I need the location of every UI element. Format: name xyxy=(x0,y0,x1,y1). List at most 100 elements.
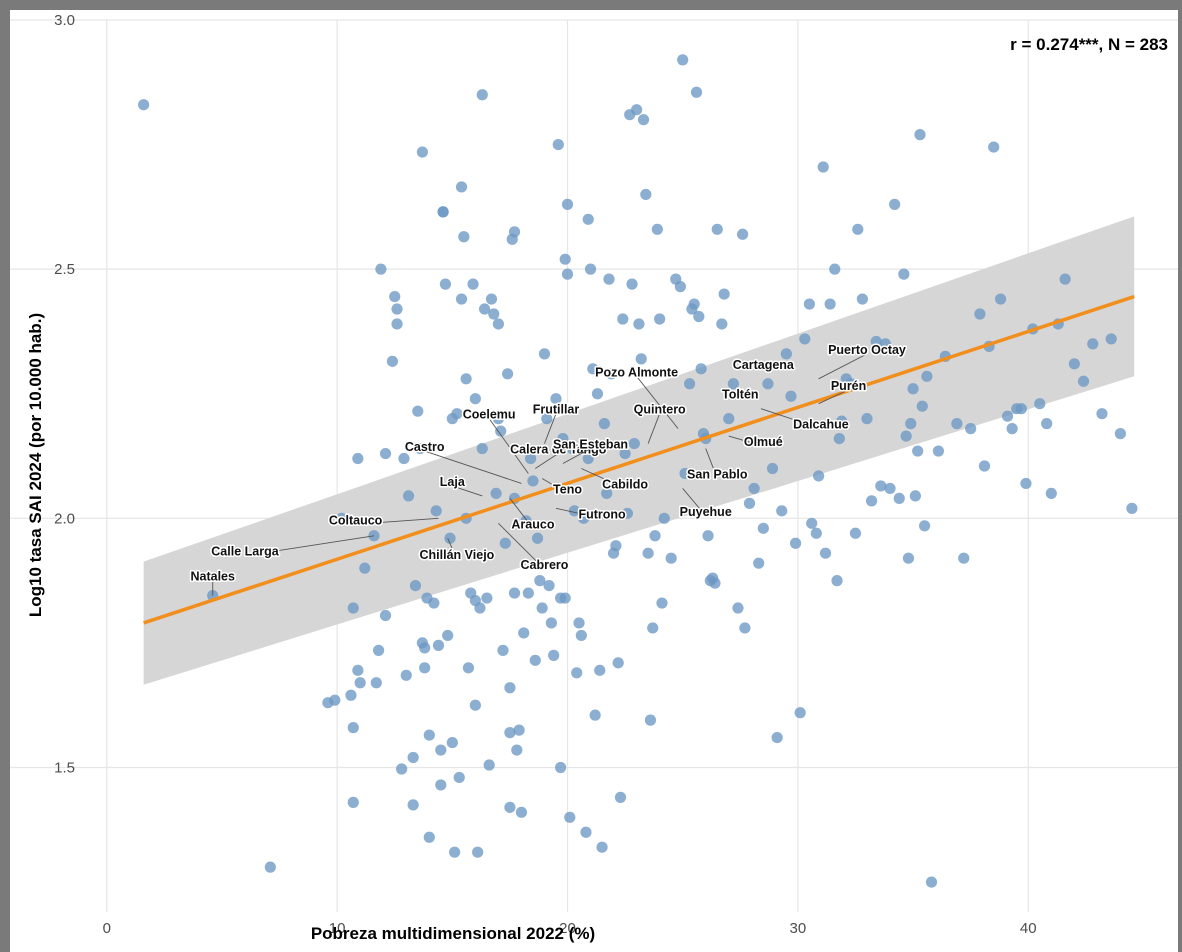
data-point xyxy=(483,759,495,771)
data-point xyxy=(525,452,537,465)
point-label: Natales xyxy=(190,570,235,584)
data-point xyxy=(423,831,435,843)
data-point xyxy=(988,141,1000,153)
data-point xyxy=(658,512,670,524)
data-point xyxy=(785,390,797,402)
data-point xyxy=(757,522,769,534)
label-leader-line xyxy=(705,448,718,479)
point-label: Calle Larga xyxy=(211,545,279,559)
data-point xyxy=(711,223,723,235)
data-point xyxy=(453,771,465,784)
data-point xyxy=(1001,410,1014,422)
data-point xyxy=(879,338,892,350)
data-point xyxy=(444,532,456,544)
x-tick-label: 20 xyxy=(559,920,576,937)
data-point xyxy=(541,413,553,425)
x-tick-label: 30 xyxy=(790,920,807,937)
data-point xyxy=(621,507,634,519)
data-point xyxy=(635,353,647,365)
label-leader-line xyxy=(488,418,529,474)
point-label: Cartagena xyxy=(733,358,795,372)
x-tick-label: 0 xyxy=(103,920,111,937)
data-point xyxy=(435,779,447,791)
data-point xyxy=(515,806,528,818)
data-point xyxy=(870,335,882,348)
data-point xyxy=(900,430,912,442)
data-point xyxy=(379,609,392,622)
data-point xyxy=(958,552,970,564)
data-point xyxy=(419,662,431,674)
data-point xyxy=(449,846,461,858)
data-point xyxy=(612,657,624,669)
label-leader-line xyxy=(728,435,764,447)
data-point xyxy=(554,761,567,774)
data-point xyxy=(557,432,569,445)
data-point xyxy=(642,547,654,559)
label-leader-line xyxy=(509,498,534,529)
point-label: Laja xyxy=(440,475,466,489)
data-point xyxy=(531,532,544,544)
data-point xyxy=(527,475,539,487)
point-label: Coelemu xyxy=(463,408,516,422)
data-point xyxy=(345,689,357,701)
x-tick-labels: 0 10 20 30 40 xyxy=(103,920,1037,937)
data-point xyxy=(649,530,661,542)
data-point xyxy=(762,378,774,390)
data-point xyxy=(499,537,511,549)
data-point xyxy=(665,552,677,564)
data-point xyxy=(1114,428,1127,440)
data-point xyxy=(951,418,963,430)
label-leader-line xyxy=(562,448,591,464)
data-point xyxy=(831,575,843,587)
data-point xyxy=(467,278,479,290)
data-point xyxy=(596,841,608,853)
data-point xyxy=(589,709,601,721)
point-label: San Esteban xyxy=(553,438,628,452)
data-point xyxy=(504,727,516,739)
data-point xyxy=(407,751,419,764)
point-label: Purén xyxy=(831,379,866,393)
data-point xyxy=(884,482,896,495)
data-point xyxy=(766,462,779,475)
data-point xyxy=(771,731,783,744)
point-label: Cabrero xyxy=(521,558,569,572)
data-point xyxy=(428,597,440,609)
data-point xyxy=(419,642,431,654)
point-label: San Pablo xyxy=(687,467,748,481)
data-point xyxy=(584,263,597,275)
data-point xyxy=(845,378,857,390)
y-tick-label: 1.5 xyxy=(54,759,75,776)
data-point xyxy=(536,602,548,614)
data-point xyxy=(833,432,845,445)
point-label: Futrono xyxy=(578,507,626,521)
data-point xyxy=(407,799,419,811)
data-point xyxy=(458,231,470,243)
data-point xyxy=(497,644,509,656)
data-point xyxy=(476,89,488,101)
data-point xyxy=(347,602,359,614)
data-point xyxy=(329,694,341,706)
data-point xyxy=(916,400,928,412)
point-labels: Natales Calle Larga Coltauco Chillán Viejo L… xyxy=(189,341,907,596)
data-point xyxy=(566,442,578,455)
data-point xyxy=(1126,502,1138,514)
data-point xyxy=(352,452,364,465)
data-point xyxy=(398,452,410,465)
data-point xyxy=(495,425,507,437)
data-point xyxy=(594,664,606,676)
data-point xyxy=(1006,423,1018,435)
data-point xyxy=(684,378,696,390)
label-leader-line xyxy=(555,507,603,519)
data-point xyxy=(545,617,557,629)
data-point xyxy=(978,460,991,472)
data-point xyxy=(640,188,652,201)
data-point xyxy=(504,801,516,813)
data-point xyxy=(416,146,428,158)
data-point xyxy=(889,198,901,210)
data-point xyxy=(647,622,659,634)
point-label: Quintero xyxy=(634,403,686,417)
data-point xyxy=(460,373,472,385)
data-point xyxy=(400,669,412,681)
data-point xyxy=(810,527,822,539)
y-axis-title: Log10 tasa SAI 2024 (por 10.000 hab.) xyxy=(26,313,45,617)
